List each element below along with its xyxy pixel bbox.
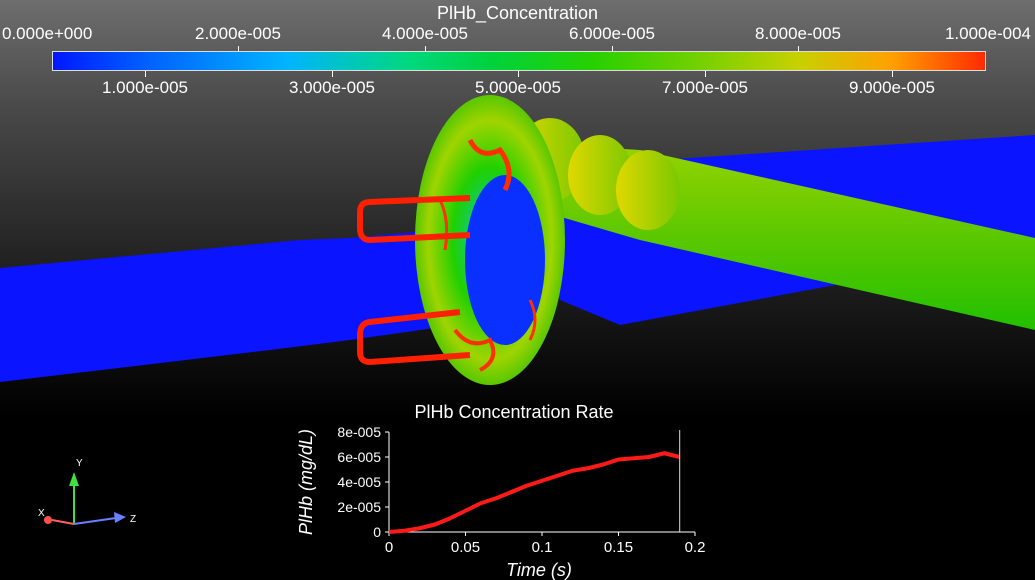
colorbar-tick	[145, 71, 146, 77]
volute-hub	[465, 175, 545, 345]
lower-cannula	[357, 309, 471, 366]
colorbar-label-top: 4.000e-005	[381, 24, 469, 43]
x-tick-label: 0.2	[685, 539, 706, 556]
x-tick-label: 0.15	[604, 539, 633, 556]
colorbar-label-top: 0.000e+000	[2, 24, 93, 43]
y-arrow-icon	[69, 472, 79, 486]
colorbar-tick	[518, 71, 519, 77]
chart-series	[388, 430, 681, 534]
colorbar-label-bottom: 1.000e-005	[101, 78, 189, 97]
chart-ticks: 0 0.05 0.1 0.15 0.2 0 2e-005 4e-005 6e-005 8e-005	[337, 424, 705, 556]
colorbar-label-top: 6.000e-005	[568, 24, 656, 43]
upper-cannula	[357, 195, 471, 244]
y-tick-label: 2e-005	[337, 499, 381, 515]
axes-triad: Y Z X	[38, 458, 136, 525]
colorbar-tick	[892, 71, 893, 77]
y-tick-label: 8e-005	[337, 424, 381, 440]
y-tick-label: 6e-005	[337, 449, 381, 465]
series-line	[388, 451, 681, 534]
y-axis-title: PlHb (mg/dL)	[296, 429, 316, 535]
colorbar-label-bottom: 7.000e-005	[661, 78, 749, 97]
colorbar-tick	[425, 46, 426, 52]
colorbar-label-top: 2.000e-005	[194, 24, 282, 43]
x-tick-label: 0.05	[451, 539, 480, 556]
colorbar-tick	[612, 46, 613, 52]
dome-4	[616, 150, 680, 230]
inlet-pipe	[0, 225, 490, 382]
y-tick-label: 4e-005	[337, 474, 381, 490]
colorbar-tick	[238, 46, 239, 52]
colorbar-tick	[798, 46, 799, 52]
colorbar-label-bottom: 9.000e-005	[848, 78, 936, 97]
dome-3	[568, 135, 632, 215]
y-tick-label: 0	[373, 524, 381, 540]
x-axis-marker-icon	[44, 516, 52, 524]
x-tick-label: 0	[385, 539, 393, 556]
x-axis-title: Time (s)	[506, 560, 572, 580]
colorbar	[52, 51, 986, 71]
z-arrow-icon	[114, 512, 126, 523]
colorbar-label-top: 1.000e-004	[944, 24, 1031, 43]
colorbar-title: PlHb_Concentration	[436, 3, 599, 23]
colorbar-tick	[705, 71, 706, 77]
x-tick-label: 0.1	[532, 539, 553, 556]
colorbar-tick	[332, 71, 333, 77]
concentration-rate-chart: PlHb Concentration Rate PlHb (mg/dL) Tim…	[296, 402, 705, 580]
colorbar-label-bottom: 5.000e-005	[474, 78, 562, 97]
colorbar-label-top: 8.000e-005	[754, 24, 842, 43]
chart-title: PlHb Concentration Rate	[414, 402, 613, 422]
x-axis-label: X	[38, 508, 45, 519]
y-axis-label: Y	[76, 458, 83, 469]
colorbar-label-bottom: 3.000e-005	[288, 78, 376, 97]
z-axis-label: Z	[130, 514, 136, 525]
